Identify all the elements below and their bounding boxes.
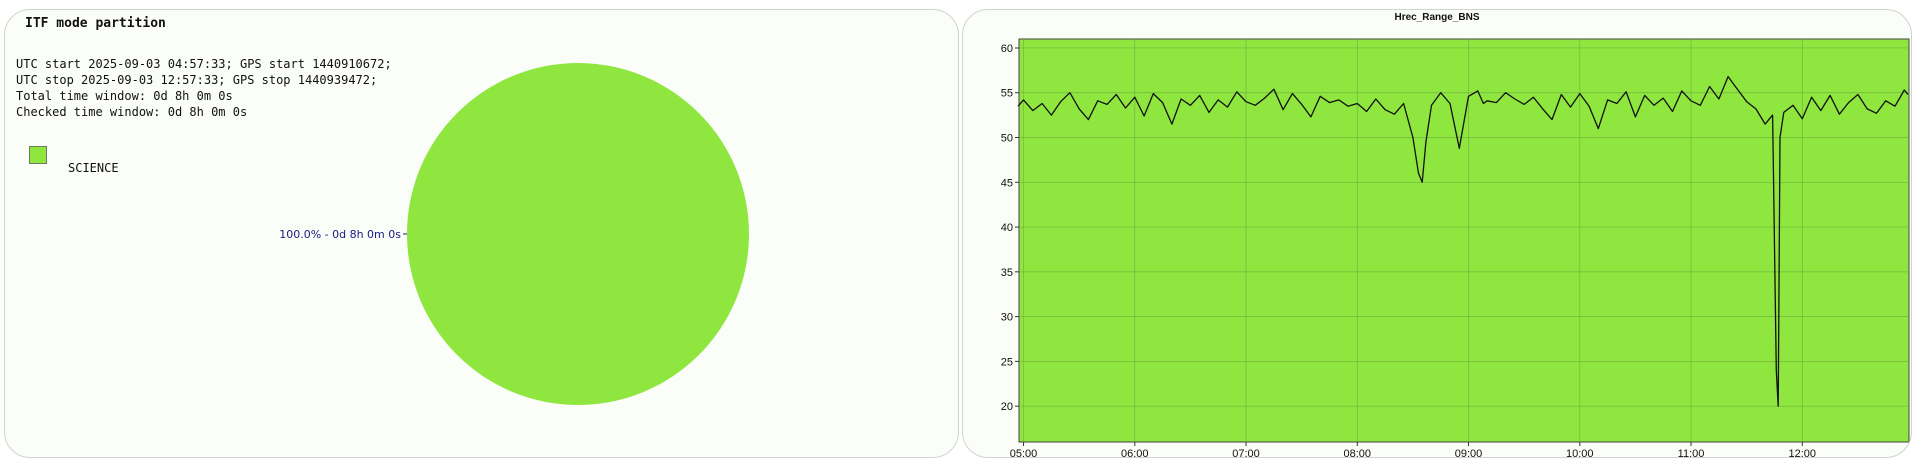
pie-slice-science <box>407 63 749 405</box>
y-tick-label: 60 <box>1001 43 1013 55</box>
y-tick-label: 20 <box>1001 401 1013 413</box>
time-window-info: UTC start 2025-09-03 04:57:33; GPS start… <box>16 56 392 120</box>
y-tick-label: 35 <box>1001 267 1013 279</box>
y-tick-label: 55 <box>1001 88 1013 100</box>
legend-label-science: SCIENCE <box>68 161 119 175</box>
x-tick-label: 11:00 <box>1678 448 1705 458</box>
y-tick-label: 40 <box>1001 222 1013 234</box>
x-tick-label: 08:00 <box>1344 448 1372 458</box>
y-tick-label: 50 <box>1001 133 1013 145</box>
y-tick-label: 25 <box>1001 356 1013 368</box>
pie-chart: 100.0% - 0d 8h 0m 0s <box>279 63 749 405</box>
x-tick-label: 07:00 <box>1232 448 1260 458</box>
pie-panel-title: ITF mode partition <box>25 16 166 31</box>
utc-start-line: UTC start 2025-09-03 04:57:33; GPS start… <box>16 57 392 71</box>
utc-stop-line: UTC stop 2025-09-03 12:57:33; GPS stop 1… <box>16 73 378 87</box>
total-time-window-line: Total time window: 0d 8h 0m 0s <box>16 89 233 103</box>
y-tick-label: 30 <box>1001 312 1013 324</box>
x-tick-label: 05:00 <box>1010 448 1038 458</box>
pie-slice-label: 100.0% - 0d 8h 0m 0s <box>279 228 401 241</box>
plot-area <box>1018 38 1910 443</box>
x-tick-label: 12:00 <box>1789 448 1817 458</box>
itf-mode-partition-panel: ITF mode partition UTC start 2025-09-03 … <box>4 9 959 458</box>
line-chart: 20 25 30 35 40 45 50 55 60 05:00 06:00 07:00 08:00 09… <box>1001 38 1910 458</box>
checked-time-window-line: Checked time window: 0d 8h 0m 0s <box>16 105 248 119</box>
line-chart-title: Hrec_Range_BNS <box>1394 12 1480 23</box>
series-line-0 <box>1017 75 1909 407</box>
x-tick-label: 10:00 <box>1566 448 1594 458</box>
y-tick-label: 45 <box>1001 177 1013 189</box>
hrec-range-bns-panel: Hrec_Range_BNS 20 25 30 35 40 45 50 55 60 05:00 06… <box>962 9 1912 458</box>
legend-swatch-science <box>29 146 47 164</box>
x-tick-label: 09:00 <box>1455 448 1483 458</box>
x-tick-label: 06:00 <box>1121 448 1149 458</box>
